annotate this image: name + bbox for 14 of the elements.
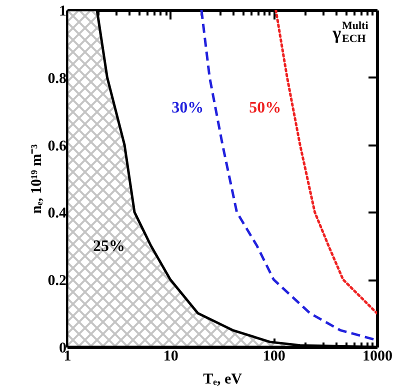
y-tick-label: 0.2 [48, 273, 66, 290]
series-label: 50% [249, 99, 282, 116]
y-tick-label: 0 [59, 340, 66, 356]
x-tick-label: 100 [262, 348, 286, 364]
series-label: 25% [93, 238, 125, 255]
y-tick-label: 0.4 [48, 206, 67, 222]
x-axis-title: Tₑ, eV [203, 372, 242, 388]
y-tick-label: 1 [59, 4, 66, 20]
y-tick-label: 0.8 [48, 70, 66, 87]
y-tick-label: 0.6 [48, 138, 67, 154]
y-axis-title: nₑ, 10¹⁹ m⁻³ [28, 144, 45, 214]
x-tick-label: 1000 [362, 348, 392, 364]
series-label: 30% [172, 99, 204, 116]
x-tick-label: 10 [163, 348, 178, 364]
